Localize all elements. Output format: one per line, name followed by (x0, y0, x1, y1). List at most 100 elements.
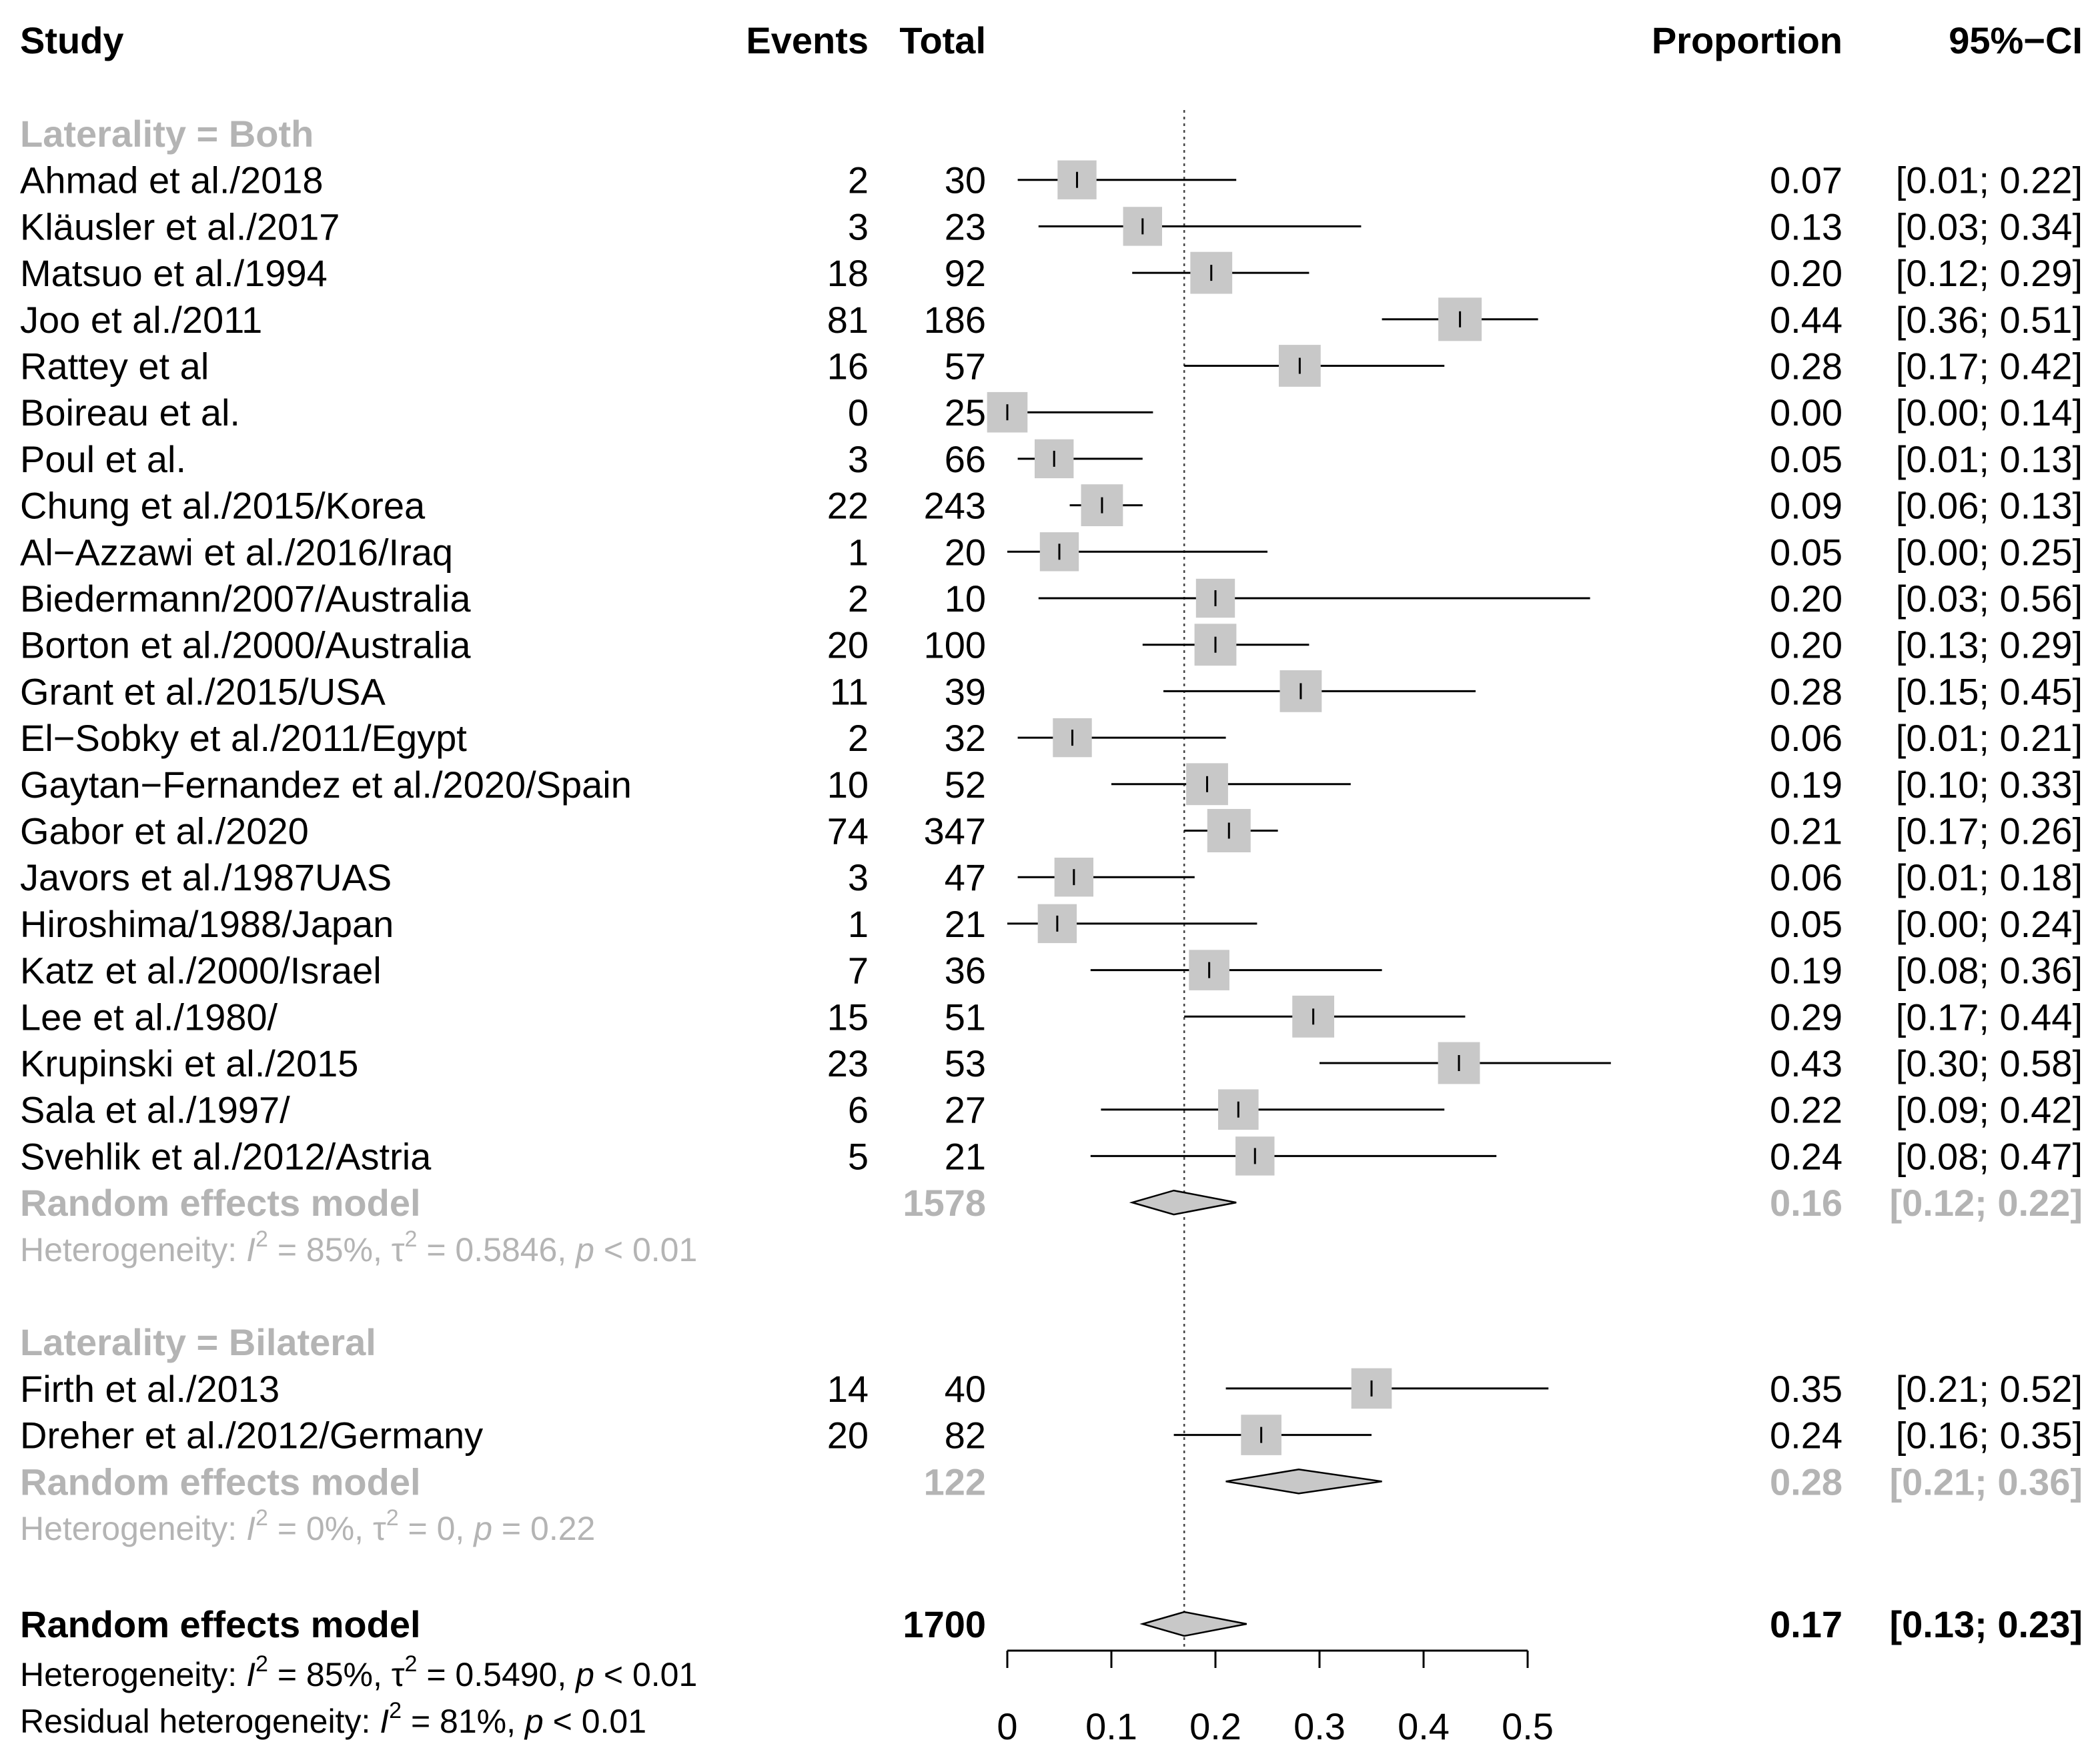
study-name: Hiroshima/1988/Japan (20, 903, 394, 945)
study-total: 21 (945, 903, 986, 945)
x-tick-label: 0.1 (1085, 1705, 1137, 1747)
study-events: 7 (848, 950, 869, 992)
study-ci: [0.15; 0.45] (1896, 670, 2083, 712)
study-total: 20 (945, 531, 986, 573)
overall-heterogeneity-i2-value: = 85%, (268, 1656, 392, 1693)
study-events: 2 (848, 159, 869, 201)
study-name: Dreher et al./2012/Germany (20, 1415, 483, 1457)
study-name: Matsuo et al./1994 (20, 252, 328, 294)
study-name: Firth et al./2013 (20, 1368, 280, 1410)
overall-heterogeneity-tau-symbol: τ (392, 1656, 405, 1693)
subgroup-model-ci: [0.12; 0.22] (1890, 1182, 2083, 1224)
study-name: Boireau et al. (20, 391, 240, 433)
study-name: El−Sobky et al./2011/Egypt (20, 717, 467, 759)
study-name: Poul et al. (20, 438, 186, 480)
overall-heterogeneity-p-symbol: p (574, 1656, 594, 1693)
study-name: Katz et al./2000/Israel (20, 950, 382, 992)
study-total: 51 (945, 996, 986, 1038)
study-ci: [0.17; 0.44] (1896, 996, 2083, 1038)
study-events: 74 (827, 810, 869, 852)
study-events: 18 (827, 252, 869, 294)
study-ci: [0.30; 0.58] (1896, 1042, 2083, 1084)
study-ci: [0.36; 0.51] (1896, 299, 2083, 341)
study-ci: [0.01; 0.18] (1896, 856, 2083, 898)
subgroup-diamond (1225, 1469, 1382, 1495)
study-name: Gabor et al./2020 (20, 810, 309, 852)
study-events: 3 (848, 856, 869, 898)
study-ci: [0.00; 0.14] (1896, 391, 2083, 433)
subgroup-heterogeneity-tau-symbol: τ (392, 1231, 405, 1268)
study-total: 347 (924, 810, 986, 852)
study-name: Al−Azzawi et al./2016/Iraq (20, 531, 453, 573)
header-events: Events (746, 19, 869, 61)
study-name: Kläusler et al./2017 (20, 205, 340, 247)
study-name: Borton et al./2000/Australia (20, 624, 471, 666)
study-total: 32 (945, 717, 986, 759)
study-proportion: 0.09 (1770, 485, 1843, 527)
subgroup-heterogeneity-i2-exponent: 2 (255, 1505, 268, 1531)
study-ci: [0.17; 0.42] (1896, 345, 2083, 387)
study-proportion: 0.35 (1770, 1368, 1843, 1410)
study-total: 47 (945, 856, 986, 898)
study-proportion: 0.22 (1770, 1089, 1843, 1131)
study-proportion: 0.06 (1770, 856, 1843, 898)
subgroup-heterogeneity-lead: Heterogeneity: (20, 1510, 246, 1547)
study-proportion: 0.00 (1770, 391, 1843, 433)
subgroup-heterogeneity-i2-symbol: I (246, 1231, 255, 1268)
study-events: 16 (827, 345, 869, 387)
study-events: 14 (827, 1368, 869, 1410)
subgroup-model-proportion: 0.16 (1770, 1182, 1843, 1224)
study-name: Lee et al./1980/ (20, 996, 278, 1038)
study-total: 92 (945, 252, 986, 294)
study-proportion: 0.05 (1770, 438, 1843, 480)
residual-heterogeneity-i2-symbol: I (380, 1703, 389, 1740)
study-total: 10 (945, 578, 986, 620)
study-ci: [0.12; 0.29] (1896, 252, 2083, 294)
study-ci: [0.00; 0.24] (1896, 903, 2083, 945)
study-name: Rattey et al (20, 345, 209, 387)
study-name: Gaytan−Fernandez et al./2020/Spain (20, 764, 632, 806)
subgroup-model-label: Random effects model (20, 1182, 421, 1224)
overall-heterogeneity-tau-exponent: 2 (405, 1651, 418, 1677)
study-events: 20 (827, 624, 869, 666)
residual-heterogeneity-i2-exponent: 2 (389, 1698, 402, 1723)
subgroup-heterogeneity: Heterogeneity: I2 = 0%, τ2 = 0, p = 0.22 (20, 1505, 595, 1547)
study-proportion: 0.44 (1770, 299, 1843, 341)
study-name: Chung et al./2015/Korea (20, 485, 426, 527)
study-name: Sala et al./1997/ (20, 1089, 290, 1131)
subgroup-heterogeneity-tau-value: = 0, (399, 1510, 474, 1547)
subgroup-heterogeneity-i2-exponent: 2 (255, 1226, 268, 1252)
study-proportion: 0.24 (1770, 1415, 1843, 1457)
study-events: 6 (848, 1089, 869, 1131)
study-total: 57 (945, 345, 986, 387)
study-total: 53 (945, 1042, 986, 1084)
study-proportion: 0.24 (1770, 1135, 1843, 1177)
residual-heterogeneity: Residual heterogeneity: I2 = 81%, p < 0.… (20, 1698, 646, 1740)
study-proportion: 0.19 (1770, 764, 1843, 806)
study-total: 243 (924, 485, 986, 527)
study-proportion: 0.19 (1770, 950, 1843, 992)
study-events: 23 (827, 1042, 869, 1084)
subgroup-heterogeneity-p-value: = 0.22 (492, 1510, 595, 1547)
study-name: Javors et al./1987UAS (20, 856, 392, 898)
subgroup-label: Laterality = Both (20, 113, 314, 155)
study-proportion: 0.06 (1770, 717, 1843, 759)
overall-model-ci: [0.13; 0.23] (1890, 1603, 2083, 1645)
subgroup-heterogeneity-i2-value: = 0%, (268, 1510, 373, 1547)
study-proportion: 0.20 (1770, 624, 1843, 666)
study-events: 0 (848, 391, 869, 433)
study-events: 1 (848, 531, 869, 573)
x-tick-label: 0.4 (1398, 1705, 1450, 1747)
study-proportion: 0.43 (1770, 1042, 1843, 1084)
residual-heterogeneity-p-symbol: p (524, 1703, 544, 1740)
study-proportion: 0.05 (1770, 903, 1843, 945)
study-total: 52 (945, 764, 986, 806)
study-events: 15 (827, 996, 869, 1038)
study-proportion: 0.13 (1770, 205, 1843, 247)
subgroup-heterogeneity-p-symbol: p (472, 1510, 492, 1547)
study-ci: [0.17; 0.26] (1896, 810, 2083, 852)
study-name: Biedermann/2007/Australia (20, 578, 471, 620)
subgroup-model-ci: [0.21; 0.36] (1890, 1461, 2083, 1503)
x-tick-label: 0.3 (1293, 1705, 1346, 1747)
